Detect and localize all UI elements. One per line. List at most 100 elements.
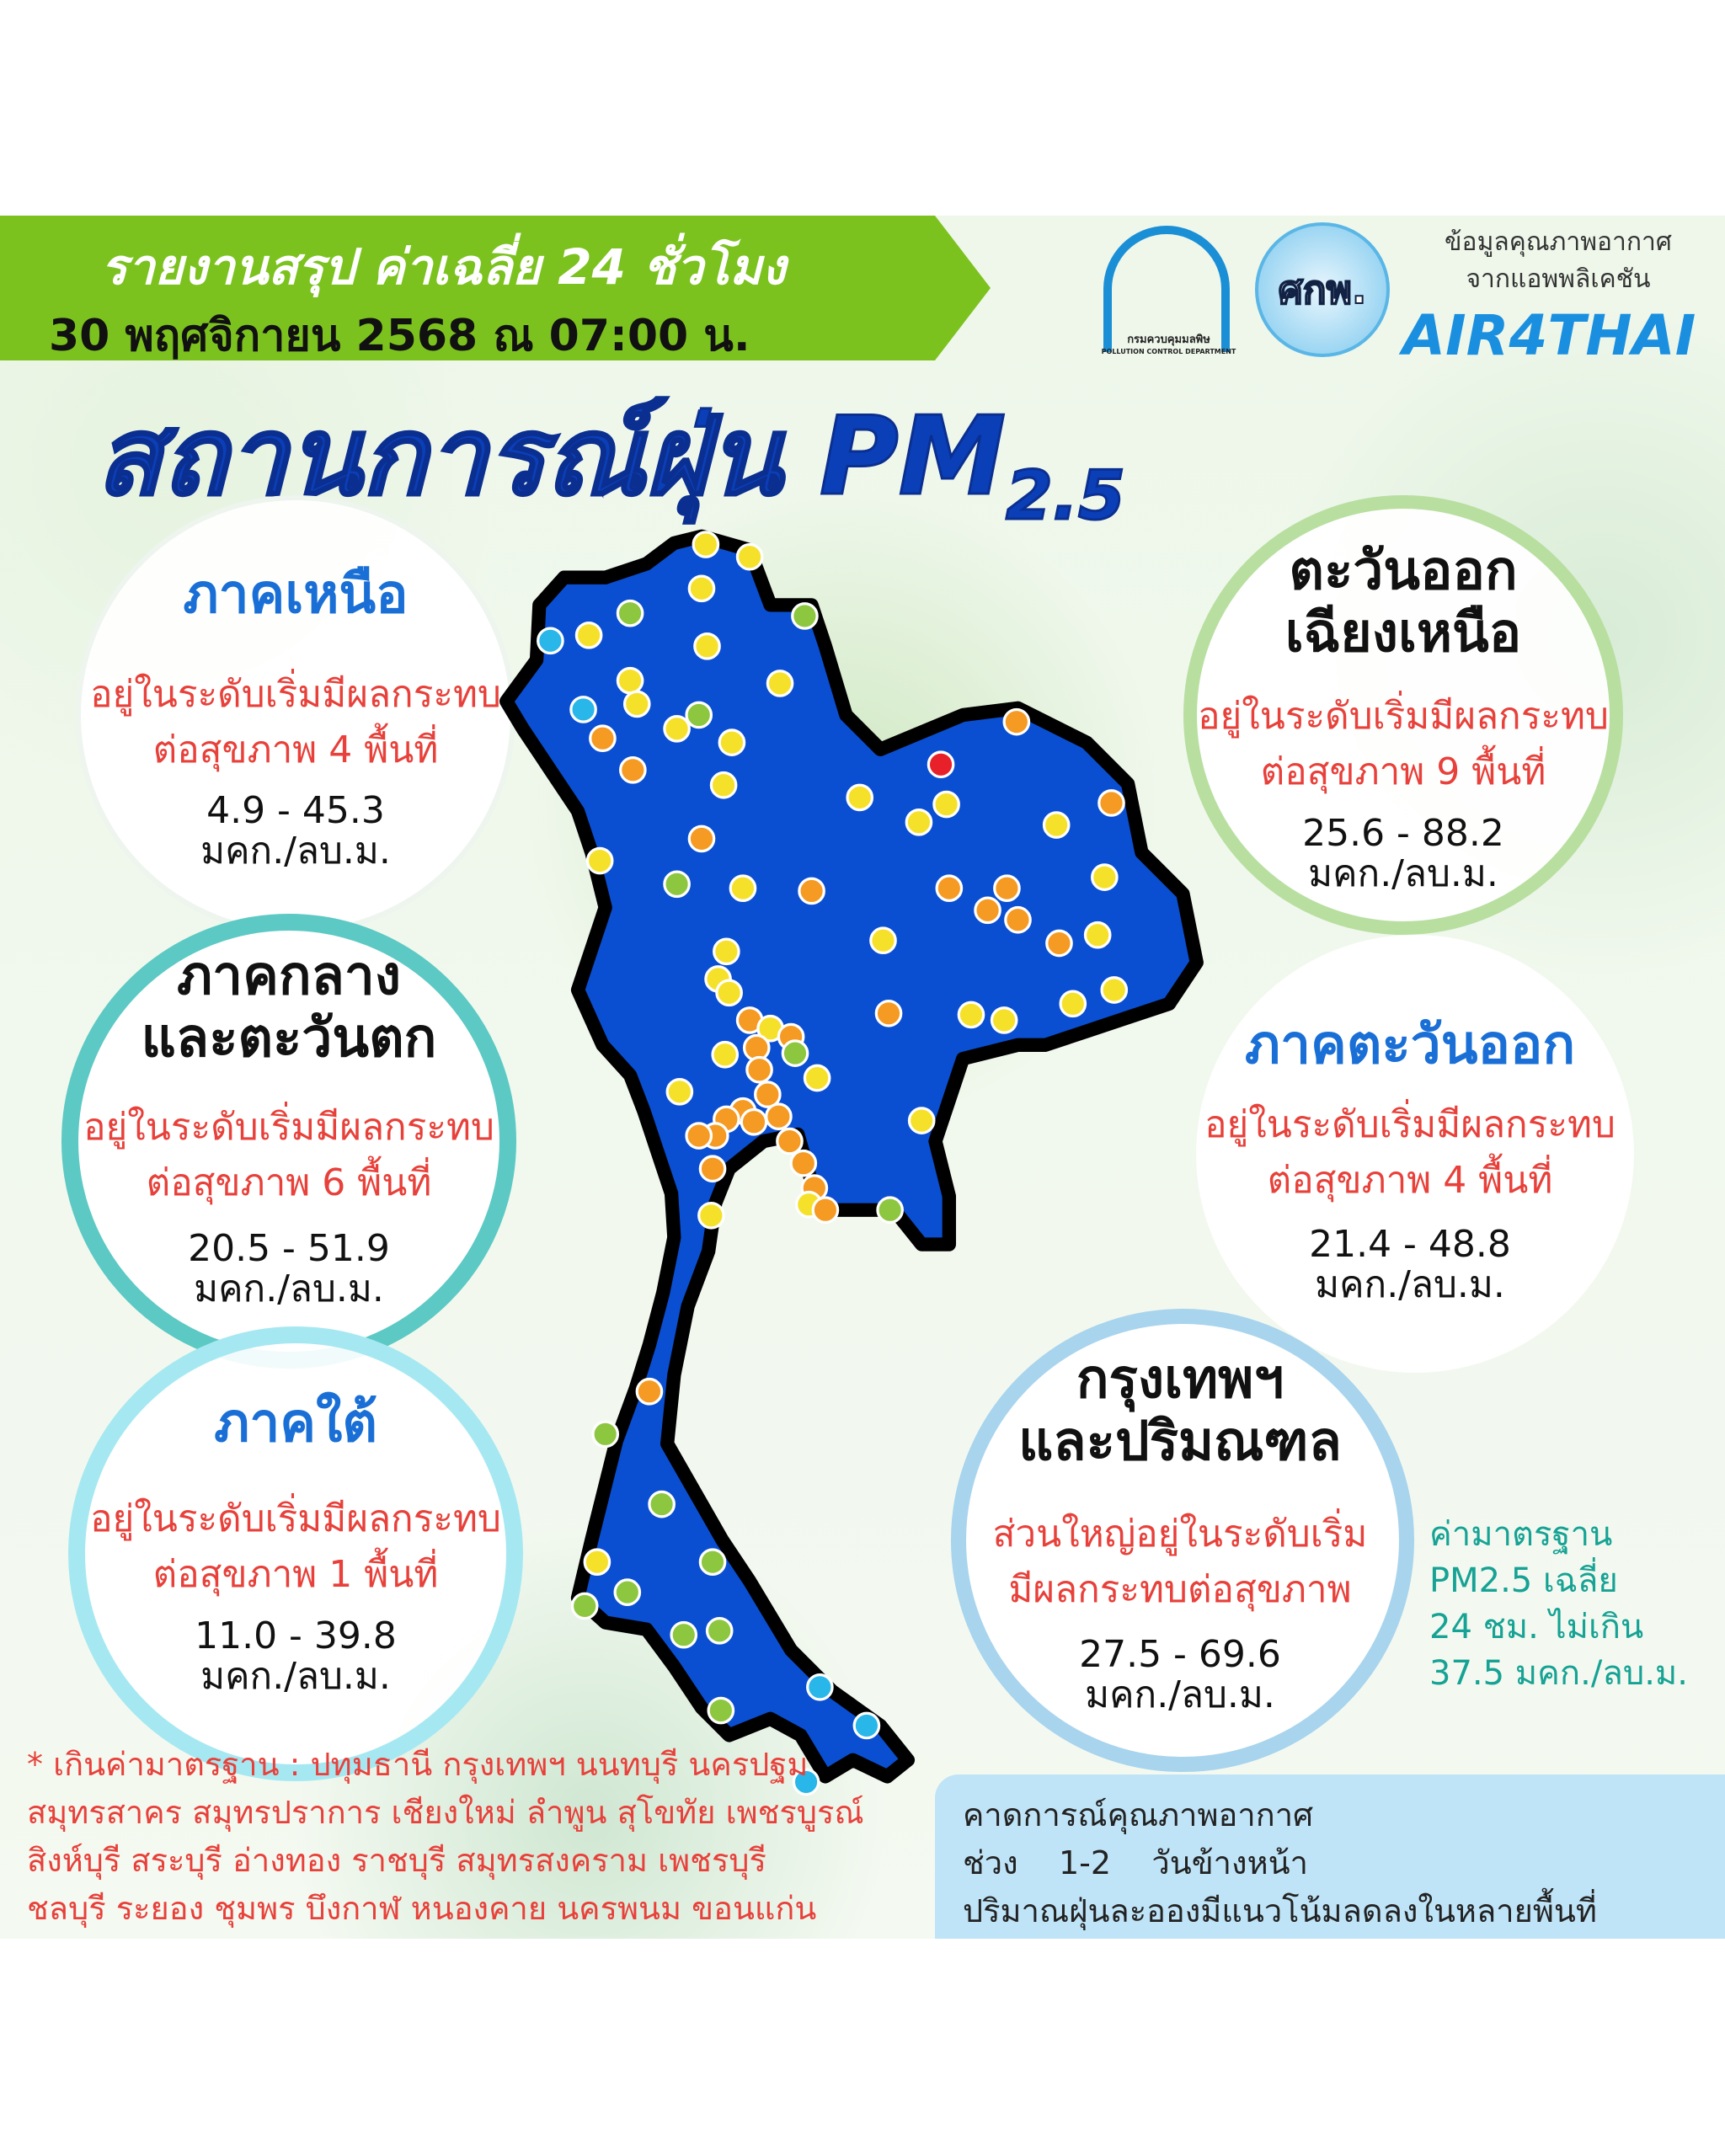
- station-dot: [935, 874, 964, 903]
- region-bangkok-name: กรุงเทพฯ: [1076, 1348, 1284, 1411]
- region-north: ภาคเหนือ อยู่ในระดับเริ่มมีผลกระทบ ต่อสุ…: [0, 563, 675, 872]
- station-dot: [791, 602, 819, 630]
- station-dot: [619, 755, 647, 784]
- station-dot: [697, 1201, 725, 1230]
- station-dot: [1097, 789, 1125, 817]
- station-dot: [585, 846, 614, 875]
- page-title: สถานการณ์ฝุ่น PM2.5: [94, 393, 1126, 536]
- station-dot: [792, 1768, 820, 1796]
- region-northeast-status-count: ต่อสุขภาพ 9 พื้นที่: [1260, 750, 1546, 793]
- station-dot: [907, 1107, 936, 1134]
- station-dot: [1002, 707, 1031, 736]
- unit: มคก./ลบ.ม.: [1085, 1673, 1275, 1716]
- station-dot: [957, 1001, 985, 1029]
- exceed-footnote: * เกินค่ามาตรฐาน : ปทุมธานี กรุงเทพฯ นนท…: [27, 1746, 864, 1927]
- station-dot: [932, 790, 960, 819]
- report-datetime: 30 พฤศจิกายน 2568 ณ 07:00 น.: [49, 311, 750, 361]
- station-dot: [927, 750, 955, 779]
- station-dot: [713, 937, 740, 966]
- station-dot: [711, 1040, 740, 1069]
- station-dot: [698, 1155, 727, 1183]
- station-dot: [811, 1196, 840, 1225]
- station-dot: [1045, 929, 1073, 958]
- station-dot: [685, 1122, 713, 1150]
- forecast-text: คาดการณ์คุณภาพอากาศ ช่วง 1-2 วันข้างหน้าป…: [963, 1796, 1597, 1929]
- station-dot: [613, 1578, 642, 1606]
- station-dot: [789, 1149, 818, 1177]
- unit: มคก./ลบ.ม.: [1308, 852, 1498, 895]
- region-northeast-name: ตะวันออก: [1289, 540, 1518, 602]
- region-northeast: ตะวันออก เฉียงเหนือ อยู่ในระดับเริ่มมีผล…: [1024, 540, 1725, 894]
- region-central-status: อยู่ในระดับเริ่มมีผลกระทบ: [83, 1106, 494, 1149]
- station-dot: [663, 714, 691, 743]
- region-bangkok-status: ส่วนใหญ่อยู่ในระดับเริ่ม: [992, 1513, 1368, 1556]
- region-north-range: 4.9 - 45.3: [206, 789, 385, 832]
- unit: มคก./ลบ.ม.: [200, 830, 391, 873]
- station-dot: [537, 627, 564, 655]
- station-dot: [846, 783, 874, 812]
- station-dot: [709, 771, 738, 799]
- unit: มคก./ลบ.ม.: [194, 1267, 384, 1310]
- station-dot: [1100, 976, 1129, 1004]
- station-dot: [806, 1673, 834, 1701]
- region-east-range: 21.4 - 48.8: [1309, 1223, 1511, 1266]
- region-northeast-name-2: เฉียงเหนือ: [1284, 602, 1522, 664]
- app-caption: ข้อมูลคุณภาพอากาศ จากแอพพลิเคชัน: [1445, 227, 1672, 294]
- pcd-logo-text: กรมควบคุมมลพิษ POLLUTION CONTROL DEPARTME…: [1101, 334, 1236, 355]
- pcd-logo: [1103, 226, 1230, 352]
- region-bangkok-status-2: มีผลกระทบต่อสุขภาพ: [1008, 1568, 1352, 1611]
- station-dot: [852, 1711, 881, 1740]
- station-dot: [729, 874, 757, 903]
- station-dot: [622, 690, 651, 718]
- region-east-status: อยู่ในระดับเริ่มมีผลกระทบ: [1204, 1103, 1616, 1146]
- bangkok-circle: [951, 1309, 1414, 1772]
- station-dot: [715, 979, 743, 1007]
- region-central-range: 20.5 - 51.9: [188, 1227, 390, 1270]
- station-dot: [781, 1039, 809, 1067]
- station-dot: [693, 632, 721, 660]
- report-title: รายงานสรุป ค่าเฉลี่ย 24 ชั่วโมง: [101, 238, 786, 296]
- station-dot: [698, 1548, 727, 1577]
- station-dot: [570, 1592, 599, 1620]
- air4thai-logo: AIR4THAI: [1402, 303, 1696, 368]
- region-south: ภาคใต้ อยู่ในระดับเริ่มมีผลกระทบ ต่อสุขภ…: [0, 1392, 675, 1697]
- region-bangkok-name-2: และปริมณฑล: [1018, 1411, 1342, 1473]
- station-dot: [583, 1548, 611, 1577]
- region-central-name-2: และตะวันตก: [141, 1007, 437, 1070]
- region-east: ภาคตะวันออก อยู่ในระดับเริ่มมีผลกระทบ ต่…: [1031, 1014, 1725, 1305]
- region-south-range: 11.0 - 39.8: [195, 1614, 397, 1657]
- region-bangkok: กรุงเทพฯ และปริมณฑล ส่วนใหญ่อยู่ในระดับเ…: [801, 1348, 1559, 1716]
- region-central-status-count: ต่อสุขภาพ 6 พื้นที่: [146, 1161, 432, 1204]
- station-dot: [803, 1064, 831, 1092]
- station-dot: [874, 999, 903, 1027]
- station-dot: [616, 599, 644, 627]
- station-dot: [735, 542, 764, 571]
- station-dot: [591, 1420, 620, 1449]
- region-northeast-status: อยู่ในระดับเริ่มมีผลกระทบ: [1198, 695, 1609, 738]
- region-central-name: ภาคกลาง: [176, 945, 402, 1007]
- station-dot: [692, 531, 720, 558]
- region-south-status-count: ต่อสุขภาพ 1 พื้นที่: [152, 1553, 439, 1596]
- unit: มคก./ลบ.ม.: [200, 1655, 391, 1698]
- station-dot: [687, 574, 716, 603]
- station-dot: [1091, 863, 1119, 891]
- station-dot: [670, 1620, 698, 1649]
- station-dot: [993, 874, 1021, 903]
- station-dot: [705, 1617, 734, 1645]
- region-east-status-count: ต่อสุขภาพ 4 พื้นที่: [1267, 1159, 1553, 1202]
- station-dot: [663, 870, 691, 899]
- station-dot: [974, 896, 1001, 925]
- station-dot: [1004, 905, 1032, 934]
- station-dot: [1042, 811, 1071, 839]
- region-north-status-count: ต่อสุขภาพ 4 พื้นที่: [152, 728, 439, 771]
- station-dot: [648, 1490, 676, 1518]
- region-bangkok-range: 27.5 - 69.6: [1079, 1633, 1281, 1676]
- east-circle: [1196, 935, 1634, 1373]
- station-dot: [574, 621, 603, 649]
- station-dot: [687, 825, 716, 853]
- station-dot: [990, 1006, 1018, 1034]
- station-dot: [740, 1107, 768, 1136]
- region-north-name: ภาคเหนือ: [183, 563, 409, 626]
- station-dot: [745, 1055, 773, 1084]
